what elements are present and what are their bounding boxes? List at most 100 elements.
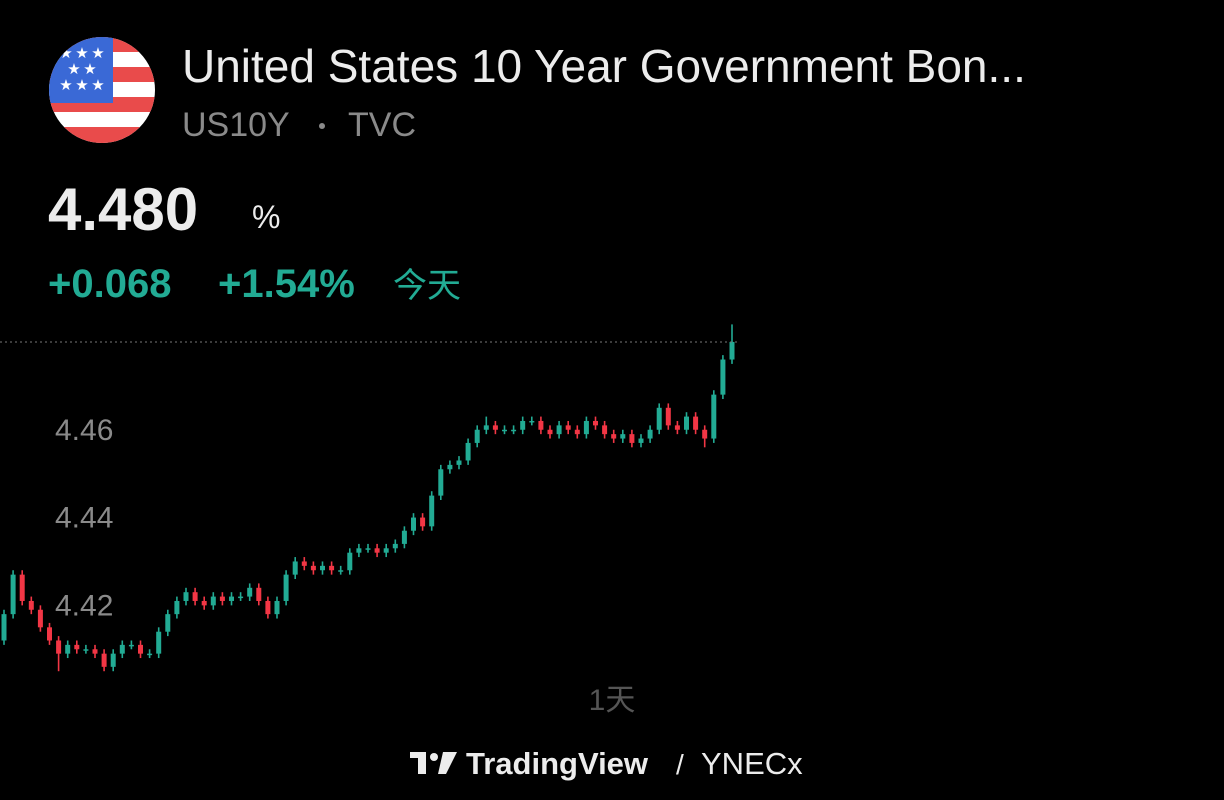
candle-body [420, 517, 426, 527]
candle-body [347, 552, 353, 571]
candle-body [320, 565, 325, 571]
candle-body [638, 438, 644, 443]
candle-body [529, 420, 535, 423]
price: 4.480 [48, 176, 198, 243]
price-unit: % [252, 199, 280, 235]
candle-body [283, 574, 289, 601]
candle-body [229, 596, 234, 601]
candle-body [465, 442, 471, 461]
candle-body [647, 429, 653, 439]
candle-body [219, 596, 225, 601]
candle-body [56, 640, 62, 654]
svg-text:★: ★ [75, 77, 88, 94]
candle-body [192, 592, 198, 601]
candle-body [292, 561, 298, 575]
candle-body [693, 416, 699, 430]
candle-body [356, 548, 362, 553]
plot: 4.42 4.44 4.46 [0, 324, 740, 672]
candle-body [502, 429, 507, 432]
candle-body [474, 429, 480, 443]
y-tick-label: 4.44 [55, 502, 113, 535]
candle-body [165, 614, 171, 632]
flag-icon: ★ ★ ★ ★ ★ ★ ★ ★ [49, 37, 155, 143]
candle-body [10, 574, 16, 615]
y-tick-label: 4.42 [55, 589, 113, 622]
candle-body [101, 653, 107, 667]
candle-body [47, 627, 52, 641]
candle-body [247, 587, 253, 597]
candle-body [556, 425, 562, 435]
candle-body [156, 631, 162, 654]
candle-body [665, 407, 671, 426]
candle-body [392, 543, 398, 549]
svg-text:★: ★ [91, 45, 104, 62]
svg-text:★: ★ [83, 61, 96, 78]
candle-body [201, 600, 207, 606]
candle-body [565, 425, 571, 430]
brand: TradingView [466, 746, 649, 781]
candle-body [65, 644, 71, 654]
candle-body [702, 429, 708, 439]
timeframe: 1天 [589, 684, 636, 717]
candle-body [492, 425, 498, 430]
candle-body [429, 495, 435, 527]
candle-body [274, 600, 280, 615]
candle-body [365, 548, 371, 550]
candle-body [37, 609, 43, 628]
candle-body [574, 429, 580, 435]
tv-logo [410, 752, 457, 774]
candle-body [383, 548, 389, 553]
candle-body [329, 565, 335, 571]
candle-body [401, 530, 407, 544]
candle-body [611, 434, 617, 439]
svg-text:★: ★ [91, 77, 104, 94]
svg-text:★: ★ [59, 77, 72, 94]
candle-body [92, 649, 98, 654]
separator [319, 123, 325, 129]
candle-body [447, 464, 453, 470]
period: 今天 [393, 267, 461, 305]
candle-body [593, 420, 598, 426]
exchange: TVC [348, 106, 416, 144]
candle-body [511, 429, 517, 432]
candle-body [547, 429, 553, 435]
candle-body [720, 359, 726, 395]
change: +0.068 [48, 262, 171, 306]
candle-body [729, 341, 735, 360]
candle-body [438, 469, 444, 496]
candle-body [338, 570, 344, 572]
symbol: US10Y [182, 106, 290, 144]
candle-body [602, 425, 608, 435]
candle-body [265, 600, 271, 615]
svg-text:★: ★ [59, 45, 72, 62]
candle-body [520, 420, 526, 430]
svg-text:★: ★ [67, 61, 80, 78]
candle-body [74, 644, 80, 650]
svg-text:★: ★ [75, 45, 88, 62]
candle-body [174, 600, 180, 615]
candle-body [674, 425, 680, 430]
candle-body [210, 596, 216, 606]
candle-body [110, 653, 116, 667]
candle-body [138, 644, 143, 654]
candle-body [28, 600, 34, 610]
candle-body [620, 434, 626, 439]
candle-body [147, 653, 153, 656]
candle-body [238, 596, 244, 599]
candle-body [411, 517, 416, 531]
candle-body [256, 587, 262, 601]
candle-body [301, 561, 307, 566]
candle-body [19, 574, 25, 601]
candle-body [83, 649, 89, 651]
candle-body [684, 416, 689, 430]
candle-body [656, 407, 662, 430]
candle-body [629, 434, 635, 443]
title: United States 10 Year Government Bon... [182, 40, 1026, 92]
candle-body [538, 420, 544, 430]
user: YNECx [701, 746, 803, 781]
candle-body [374, 548, 380, 553]
candle-body [1, 614, 7, 641]
slash: / [676, 749, 684, 780]
candle-body [128, 644, 134, 647]
